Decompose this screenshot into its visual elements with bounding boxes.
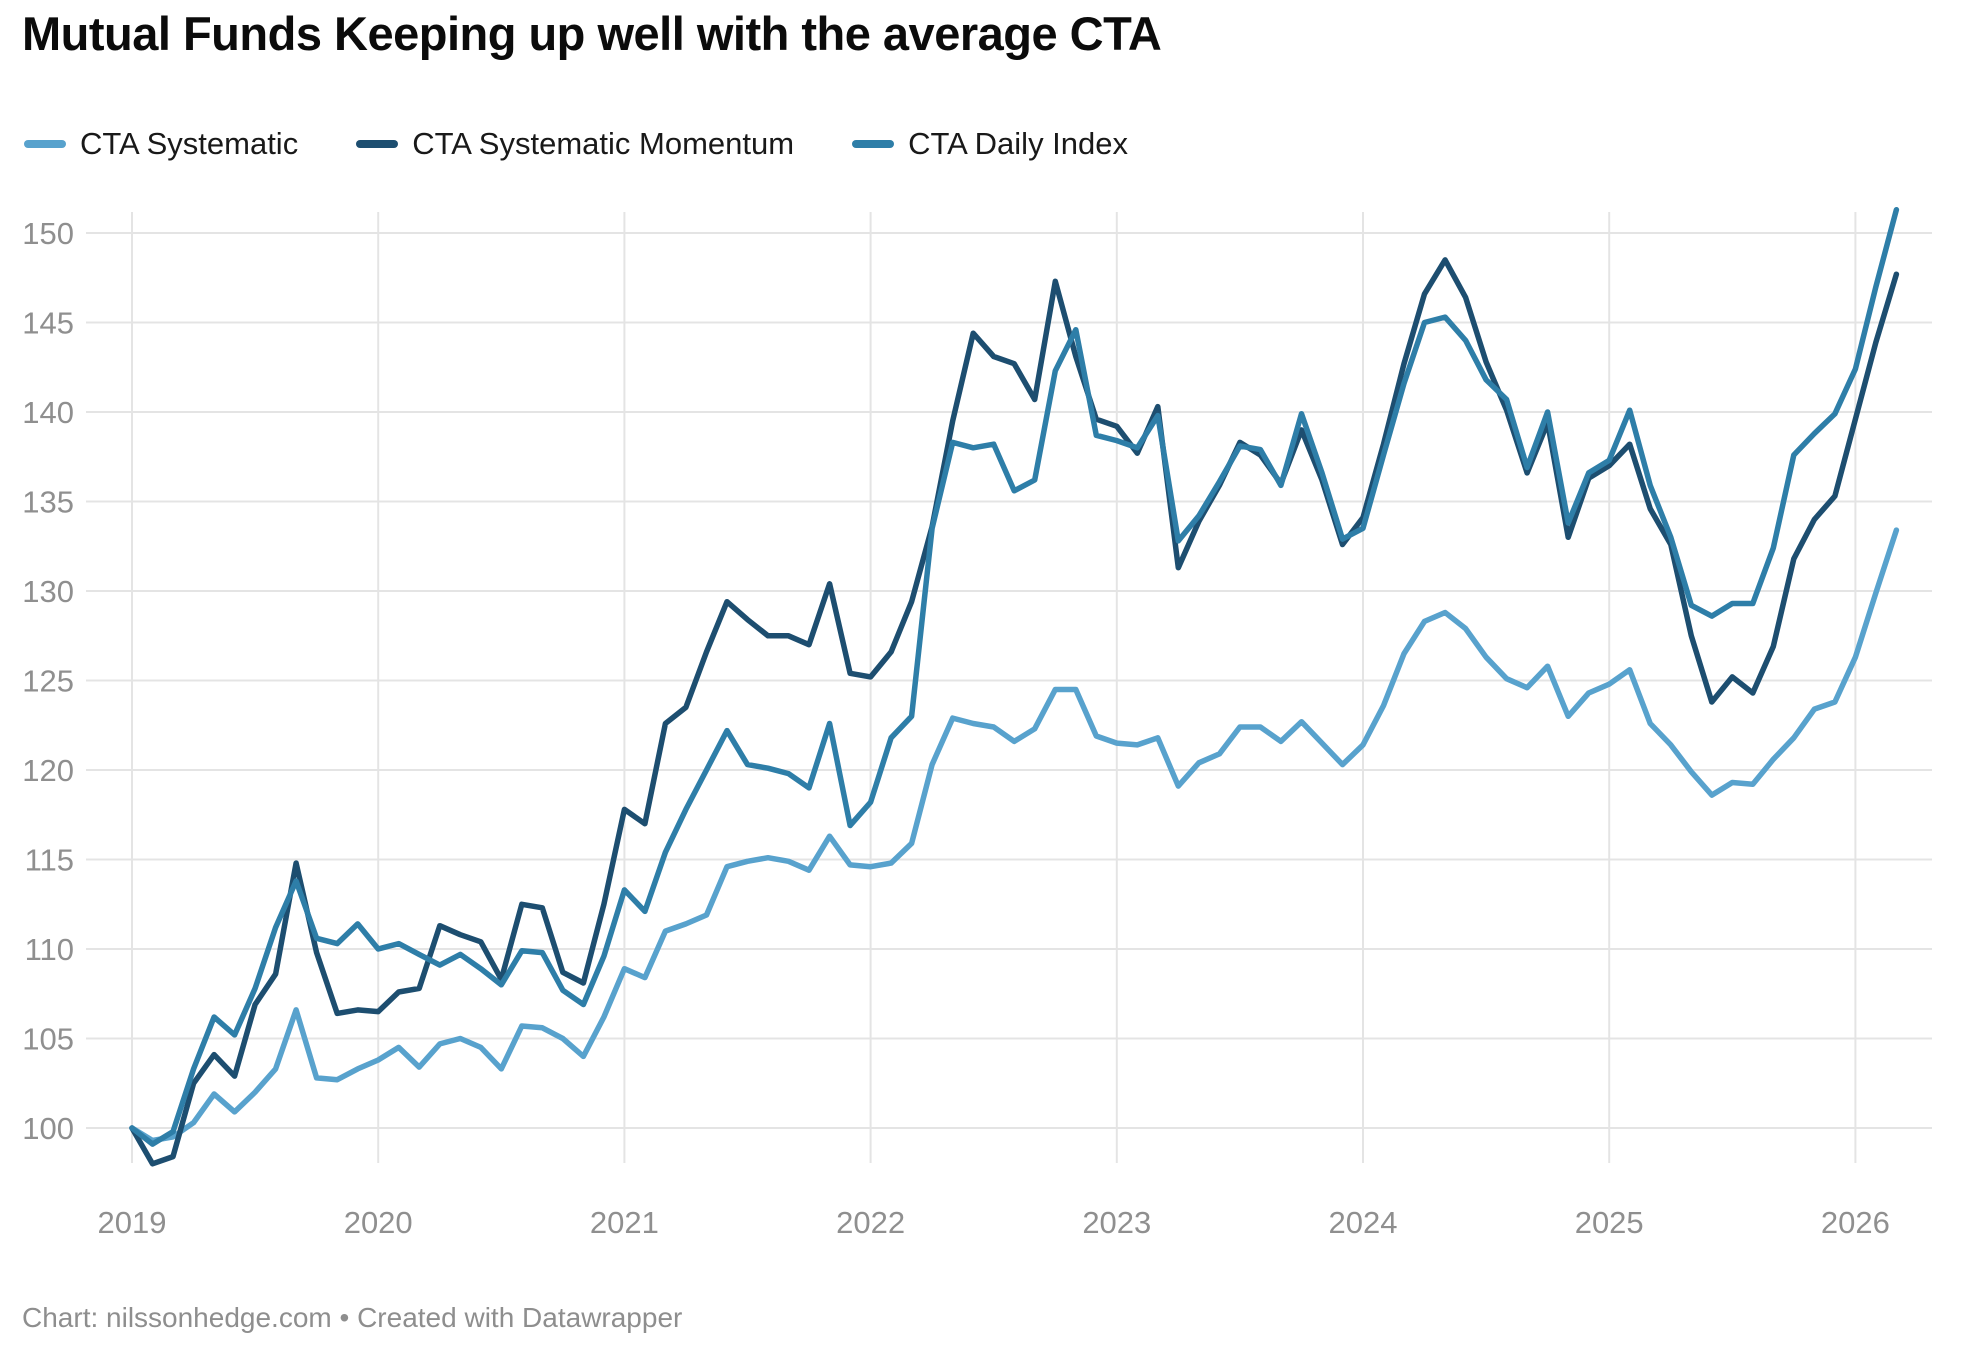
legend-item-cta-daily-index: CTA Daily Index bbox=[852, 126, 1128, 162]
y-tick-label-120: 120 bbox=[22, 753, 74, 788]
y-tick-label-115: 115 bbox=[25, 843, 74, 878]
x-tick-label-2021: 2021 bbox=[590, 1205, 659, 1240]
data-series-lines bbox=[129, 206, 1900, 1167]
legend-label: CTA Systematic Momentum bbox=[412, 126, 795, 161]
horizontal-gridlines bbox=[86, 232, 1932, 1129]
legend-swatch-cta-systematic-momentum bbox=[356, 140, 399, 148]
x-axis-tick-labels: 2019 2020 2021 2022 2023 2024 2025 2026 bbox=[98, 1205, 1890, 1240]
chart-title: Mutual Funds Keeping up well with the av… bbox=[22, 7, 1162, 60]
x-tick-label-2019: 2019 bbox=[98, 1205, 167, 1240]
legend-label: CTA Daily Index bbox=[908, 126, 1129, 161]
x-tick-label-2025: 2025 bbox=[1575, 1205, 1644, 1240]
legend-label: CTA Systematic bbox=[80, 126, 299, 161]
line-cta-systematic-momentum bbox=[129, 257, 1900, 1167]
y-tick-label-150: 150 bbox=[22, 216, 74, 251]
x-tick-label-2023: 2023 bbox=[1082, 1205, 1151, 1240]
line-cta-systematic bbox=[129, 527, 1900, 1144]
legend-swatch-cta-daily-index bbox=[852, 140, 895, 148]
y-tick-label-110: 110 bbox=[25, 932, 74, 967]
x-tick-label-2024: 2024 bbox=[1329, 1205, 1398, 1240]
vertical-gridlines bbox=[131, 212, 1857, 1163]
y-tick-label-130: 130 bbox=[22, 574, 74, 609]
legend-item-cta-systematic-momentum: CTA Systematic Momentum bbox=[356, 126, 794, 162]
line-cta-daily-index bbox=[129, 206, 1900, 1147]
y-axis-tick-labels: 100 105 110 115 120 125 130 135 140 145 150 bbox=[22, 216, 74, 1146]
x-tick-label-2022: 2022 bbox=[836, 1205, 905, 1240]
x-tick-label-2026: 2026 bbox=[1821, 1205, 1890, 1240]
legend-swatch-cta-systematic bbox=[24, 140, 66, 148]
y-tick-label-105: 105 bbox=[22, 1022, 74, 1057]
y-tick-label-135: 135 bbox=[22, 485, 74, 520]
chart-footer-attribution: Chart: nilssonhedge.com • Created with D… bbox=[22, 1302, 683, 1333]
y-tick-label-145: 145 bbox=[22, 306, 74, 341]
legend-item-cta-systematic: CTA Systematic bbox=[24, 126, 298, 162]
chart-legend: CTA Systematic CTA Systematic Momentum C… bbox=[24, 126, 1128, 162]
x-tick-label-2020: 2020 bbox=[344, 1205, 413, 1240]
y-tick-label-125: 125 bbox=[22, 664, 74, 699]
y-tick-label-100: 100 bbox=[22, 1111, 74, 1146]
y-tick-label-140: 140 bbox=[22, 395, 74, 430]
